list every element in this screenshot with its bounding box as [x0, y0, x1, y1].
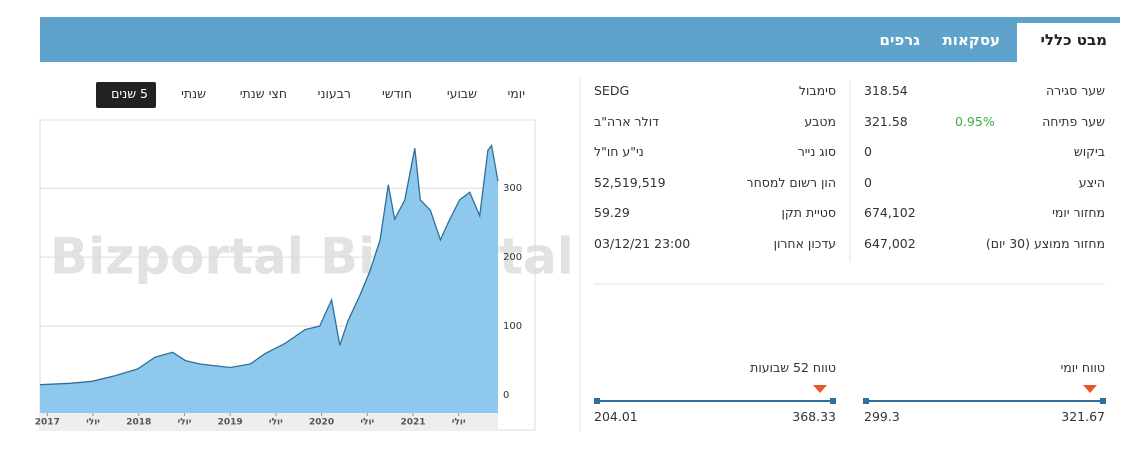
info-label: עדכון אחרון: [773, 236, 836, 251]
x-tick-label: 2018: [126, 418, 151, 428]
period-selected[interactable]: [96, 82, 156, 108]
period[interactable]: שנתי: [181, 86, 206, 101]
info-label: ביקוש: [1073, 144, 1105, 160]
range-marker: [1083, 385, 1097, 393]
x-tick-label: יולי: [269, 418, 283, 428]
range-end: [1100, 398, 1106, 404]
range-end: [594, 398, 600, 404]
y-tick-label: 200: [503, 252, 522, 263]
info-label: מחזור יומי: [1052, 205, 1105, 221]
info-value: 23:00 03/12/21: [594, 236, 691, 251]
info-label: סימבול: [798, 83, 836, 98]
x-tick-label: יולי: [86, 418, 100, 428]
x-tick-label: 2017: [35, 418, 60, 428]
period[interactable]: חודשי: [381, 86, 412, 101]
info-value: 321.58: [864, 113, 908, 129]
info-label: היצע: [1078, 174, 1105, 190]
area: [40, 145, 498, 413]
x-tick-label: 2020: [309, 418, 334, 428]
info-value: SEDG: [594, 83, 630, 98]
x-tick-label: יולי: [360, 418, 374, 428]
period[interactable]: חצי שנתי: [239, 86, 287, 101]
range-high: 321.67: [1061, 409, 1105, 424]
tab[interactable]: גרפים: [879, 31, 920, 49]
range-title: טווח יומי: [1060, 360, 1105, 375]
info-value: 0: [864, 144, 872, 160]
info-label: הון רשום למסחר: [746, 174, 836, 190]
line: [39, 143, 499, 386]
period[interactable]: שבועי: [446, 86, 477, 101]
info-label: סוג נייר: [797, 144, 836, 160]
info-value: ני"ע חו"ל: [594, 144, 644, 160]
info-value: 59.29: [594, 205, 630, 221]
y-tick-label: 100: [503, 321, 522, 332]
x-tick-label: 2021: [400, 418, 425, 428]
tab[interactable]: עסקאות: [942, 31, 1000, 49]
x-axis-strip: [40, 413, 498, 430]
info-label: שער פתיחה: [1042, 113, 1105, 129]
range-end: [863, 398, 869, 404]
tab[interactable]: מבט כללי: [1040, 31, 1107, 49]
range-marker: [813, 385, 827, 393]
range-high: 368.33: [792, 409, 836, 424]
y-tick-label: 0: [503, 390, 509, 401]
range-end: [830, 398, 836, 404]
info-label: מחזור ממוצע (30 יום): [985, 236, 1105, 251]
x-tick-label: 2019: [218, 418, 243, 428]
active-tab: [1017, 23, 1120, 63]
info-value: דולר ארה"ב: [594, 113, 659, 129]
period[interactable]: יומי: [507, 86, 526, 101]
info-label: שער סגירה: [1046, 83, 1105, 98]
range-title: טווח 52 שבועות: [750, 360, 836, 375]
info-value: 52,519,519: [594, 174, 666, 190]
x-tick-label: יולי: [178, 418, 192, 428]
info-label: מטבע: [804, 113, 836, 129]
y-tick-label: 300: [503, 183, 522, 194]
info-value: 0: [864, 174, 872, 190]
range-low: 299.3: [864, 409, 900, 424]
info-label: סטיית תקן: [781, 205, 837, 221]
period[interactable]: רבעוני: [317, 86, 351, 101]
x-tick-label: יולי: [452, 418, 466, 428]
info-value: 674,102: [864, 205, 916, 221]
info-value: 647,002: [864, 236, 916, 251]
tab-bar: [40, 17, 1120, 62]
range-low: 204.01: [594, 409, 638, 424]
change: 0.95%: [955, 114, 995, 129]
period[interactable]: 5 שנים: [111, 86, 148, 101]
info-value: 318.54: [864, 83, 908, 98]
watermark: Bizportal: [50, 228, 304, 286]
